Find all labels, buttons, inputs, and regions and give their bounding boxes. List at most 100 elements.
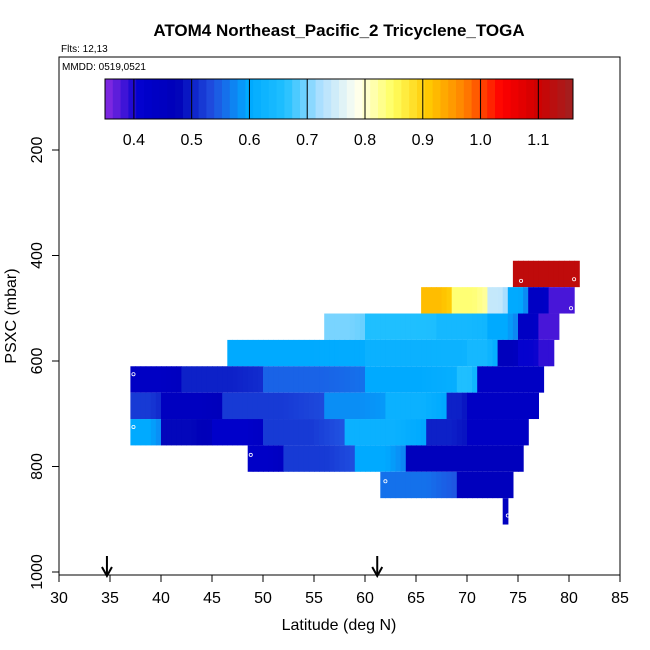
data-cell	[145, 392, 152, 420]
data-cell	[543, 260, 550, 288]
data-cell	[354, 445, 361, 472]
colorbar-cell	[323, 79, 332, 119]
data-cell	[431, 339, 437, 367]
axes: 30 35 40 45 50 55 60 65 70 75 80 85 200 400 600 800 1000	[29, 137, 629, 607]
data-cell	[436, 287, 443, 314]
data-cell	[191, 366, 198, 393]
data-cell	[380, 419, 386, 446]
data-cell	[339, 313, 346, 340]
data-cell	[436, 471, 443, 499]
colorbar-cell	[557, 79, 566, 119]
data-cell	[446, 445, 453, 472]
data-cell	[349, 419, 356, 446]
data-cell	[482, 339, 488, 367]
data-cell	[472, 471, 478, 499]
data-cell	[507, 419, 514, 446]
data-cell	[436, 313, 443, 340]
data-cell	[421, 471, 427, 499]
data-cell	[461, 287, 468, 314]
data-cell	[558, 260, 565, 288]
data-cell	[507, 445, 514, 472]
data-cell	[375, 445, 381, 472]
data-cell	[324, 366, 330, 393]
data-cell	[344, 366, 351, 393]
colorbar-cell	[549, 79, 558, 119]
sample-marker	[519, 278, 524, 283]
data-cell	[446, 471, 453, 499]
data-cell	[492, 392, 499, 420]
y-tick-label: 200	[29, 137, 46, 164]
data-cell	[507, 313, 514, 340]
data-cell	[334, 445, 341, 472]
data-cell	[161, 419, 167, 446]
data-cell	[298, 366, 305, 393]
data-cell	[431, 366, 437, 393]
data-cell	[492, 419, 499, 446]
data-cell	[502, 419, 509, 446]
data-cell	[212, 392, 218, 420]
data-cell	[196, 392, 203, 420]
data-cell	[446, 392, 453, 420]
data-cell	[365, 339, 371, 367]
data-cell	[314, 339, 320, 367]
data-cell	[339, 366, 346, 393]
colorbar-cell	[526, 79, 535, 119]
data-cell	[319, 339, 325, 367]
data-cell	[421, 339, 427, 367]
data-cell	[380, 392, 386, 420]
data-cell	[523, 419, 529, 446]
data-cell	[232, 366, 239, 393]
data-cell	[507, 339, 514, 367]
sample-marker	[248, 452, 253, 457]
data-cell	[303, 445, 310, 472]
data-cell	[257, 339, 264, 367]
data-cell	[344, 339, 351, 367]
data-cell	[405, 339, 412, 367]
colorbar-cell	[385, 79, 395, 119]
chart-title: ATOM4 Northeast_Pacific_2 Tricyclene_TOG…	[153, 21, 524, 40]
data-cell	[563, 287, 570, 314]
data-cell	[354, 366, 361, 393]
data-cell	[426, 313, 432, 340]
data-cell	[293, 392, 300, 420]
data-cell	[533, 366, 539, 393]
data-cell	[354, 392, 361, 420]
data-cell	[518, 313, 524, 340]
colorbar-cell	[401, 79, 410, 119]
data-cell	[385, 313, 392, 340]
x-tick-label: 70	[458, 590, 476, 607]
data-cell	[247, 339, 254, 367]
data-cell	[232, 419, 239, 446]
data-cell	[242, 419, 249, 446]
data-cell	[487, 339, 494, 367]
colorbar-cell	[206, 79, 215, 119]
data-cell	[161, 392, 167, 420]
data-cell	[528, 260, 534, 288]
data-cell	[140, 419, 147, 446]
data-cell	[324, 445, 330, 472]
data-cell	[354, 419, 361, 446]
colorbar-cell	[276, 79, 285, 119]
data-cell	[319, 445, 325, 472]
data-cell	[268, 445, 274, 472]
data-cell	[528, 287, 534, 314]
data-cell	[222, 392, 228, 420]
colorbar-tick-label: 0.8	[354, 132, 376, 149]
data-cell	[359, 419, 366, 446]
data-cell	[472, 287, 478, 314]
colorbar-cell	[229, 79, 239, 119]
data-cell	[487, 392, 494, 420]
data-cell	[155, 419, 162, 446]
data-cell	[349, 313, 356, 340]
data-cell	[492, 287, 499, 314]
colorbar-cell	[440, 79, 449, 119]
data-cell	[166, 392, 172, 420]
data-cell	[528, 313, 534, 340]
data-cell	[456, 339, 463, 367]
data-cell	[477, 471, 483, 499]
data-cell	[354, 313, 361, 340]
data-cell	[319, 366, 325, 393]
data-cell	[405, 419, 412, 446]
data-cell	[263, 339, 269, 367]
data-cell	[375, 392, 381, 420]
